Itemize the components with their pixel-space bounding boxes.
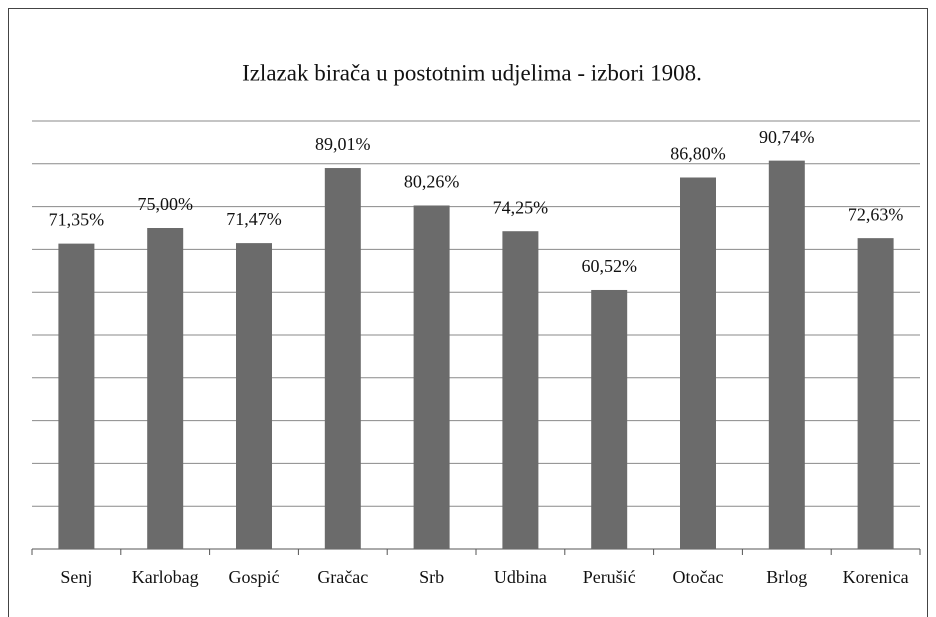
data-label: 72,63% — [848, 204, 904, 224]
x-tick-label: Perušić — [583, 567, 636, 587]
x-tick-label: Udbina — [494, 567, 547, 587]
x-tick-label: Gračac — [317, 567, 368, 587]
data-label: 75,00% — [137, 194, 193, 214]
data-label: 71,35% — [49, 210, 105, 230]
bar — [236, 243, 272, 549]
x-tick-label: Srb — [419, 567, 444, 587]
bar — [591, 289, 628, 549]
data-label: 89,01% — [315, 134, 371, 154]
x-tick-label: Brlog — [766, 567, 807, 587]
bar — [768, 160, 805, 549]
data-label: 71,47% — [226, 209, 282, 229]
bar — [857, 238, 894, 549]
x-tick-label: Senj — [60, 567, 92, 587]
data-label: 60,52% — [581, 256, 637, 276]
x-tick-label: Korenica — [843, 567, 909, 587]
bar — [58, 243, 95, 549]
bar — [502, 231, 539, 549]
chart-border — [8, 8, 928, 617]
data-label: 86,80% — [670, 144, 726, 164]
x-tick-label: Gospić — [229, 567, 280, 587]
data-label: 80,26% — [404, 172, 460, 192]
x-tick-label: Otočac — [673, 567, 724, 587]
chart-title: Izlazak birača u postotnim udjelima - iz… — [242, 60, 702, 85]
data-label: 90,74% — [759, 127, 815, 147]
bar — [413, 205, 450, 550]
bar — [680, 177, 716, 549]
x-tick-label: Karlobag — [132, 567, 199, 587]
data-label: 74,25% — [493, 197, 549, 217]
bar — [147, 228, 184, 549]
bar — [324, 168, 361, 549]
